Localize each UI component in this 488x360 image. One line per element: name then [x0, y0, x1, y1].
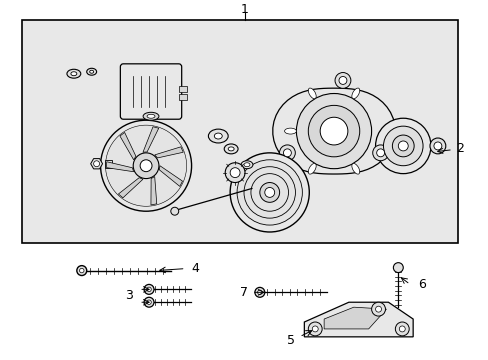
Circle shape [237, 160, 302, 225]
Text: 4: 4 [191, 262, 199, 275]
Polygon shape [304, 302, 412, 337]
Circle shape [146, 300, 151, 305]
Ellipse shape [308, 163, 316, 174]
Circle shape [279, 145, 295, 161]
Bar [178, 94, 186, 100]
Polygon shape [154, 147, 183, 158]
Circle shape [383, 126, 422, 166]
Polygon shape [142, 127, 159, 152]
Circle shape [80, 268, 84, 273]
Circle shape [244, 167, 295, 218]
Circle shape [257, 290, 262, 294]
Polygon shape [272, 88, 394, 174]
Circle shape [283, 149, 291, 157]
Polygon shape [90, 159, 102, 169]
Bar [104, 160, 112, 168]
Polygon shape [120, 132, 136, 160]
Bar [22, 20, 457, 243]
Circle shape [170, 207, 178, 215]
Circle shape [375, 118, 430, 174]
Text: 1: 1 [241, 3, 248, 16]
Circle shape [338, 76, 346, 84]
Circle shape [399, 326, 405, 332]
Ellipse shape [86, 68, 97, 75]
Circle shape [94, 161, 100, 167]
Circle shape [371, 302, 385, 316]
Circle shape [264, 188, 274, 197]
Text: 3: 3 [125, 289, 133, 302]
Circle shape [133, 153, 159, 179]
Ellipse shape [208, 129, 228, 143]
Circle shape [376, 149, 384, 157]
Circle shape [225, 163, 244, 183]
Circle shape [105, 125, 186, 206]
Circle shape [146, 287, 151, 292]
Circle shape [230, 153, 309, 232]
Circle shape [334, 72, 350, 88]
Ellipse shape [228, 147, 234, 151]
Circle shape [144, 284, 154, 294]
Circle shape [391, 135, 413, 157]
Circle shape [398, 141, 407, 151]
Circle shape [307, 322, 322, 336]
Circle shape [250, 174, 288, 211]
Text: 5: 5 [287, 334, 295, 347]
Circle shape [394, 322, 408, 336]
Polygon shape [159, 166, 182, 186]
Circle shape [320, 117, 347, 145]
Ellipse shape [147, 114, 155, 118]
Circle shape [144, 297, 154, 307]
Ellipse shape [244, 163, 249, 167]
Circle shape [392, 263, 403, 273]
Ellipse shape [224, 144, 238, 154]
Circle shape [429, 138, 445, 154]
Polygon shape [324, 307, 386, 329]
Text: 6: 6 [417, 278, 425, 291]
Circle shape [312, 326, 318, 332]
Polygon shape [118, 178, 142, 198]
Ellipse shape [284, 128, 296, 134]
Circle shape [296, 94, 371, 169]
Circle shape [77, 266, 86, 275]
Ellipse shape [89, 70, 94, 73]
Ellipse shape [143, 112, 159, 120]
Circle shape [254, 287, 264, 297]
Circle shape [259, 183, 279, 202]
Text: 2: 2 [437, 143, 463, 156]
Ellipse shape [71, 72, 77, 76]
Ellipse shape [67, 69, 81, 78]
Text: 7: 7 [240, 286, 247, 299]
Polygon shape [151, 176, 157, 205]
Circle shape [375, 306, 381, 312]
Ellipse shape [241, 161, 252, 169]
Ellipse shape [351, 88, 359, 99]
Ellipse shape [214, 133, 222, 139]
Circle shape [101, 120, 191, 211]
FancyBboxPatch shape [120, 64, 182, 119]
Bar [178, 86, 186, 91]
Circle shape [307, 105, 359, 157]
Circle shape [433, 142, 441, 150]
Circle shape [140, 160, 152, 172]
Circle shape [230, 168, 240, 177]
Polygon shape [106, 162, 133, 172]
Ellipse shape [308, 88, 316, 99]
Ellipse shape [351, 163, 359, 174]
Circle shape [372, 145, 388, 161]
